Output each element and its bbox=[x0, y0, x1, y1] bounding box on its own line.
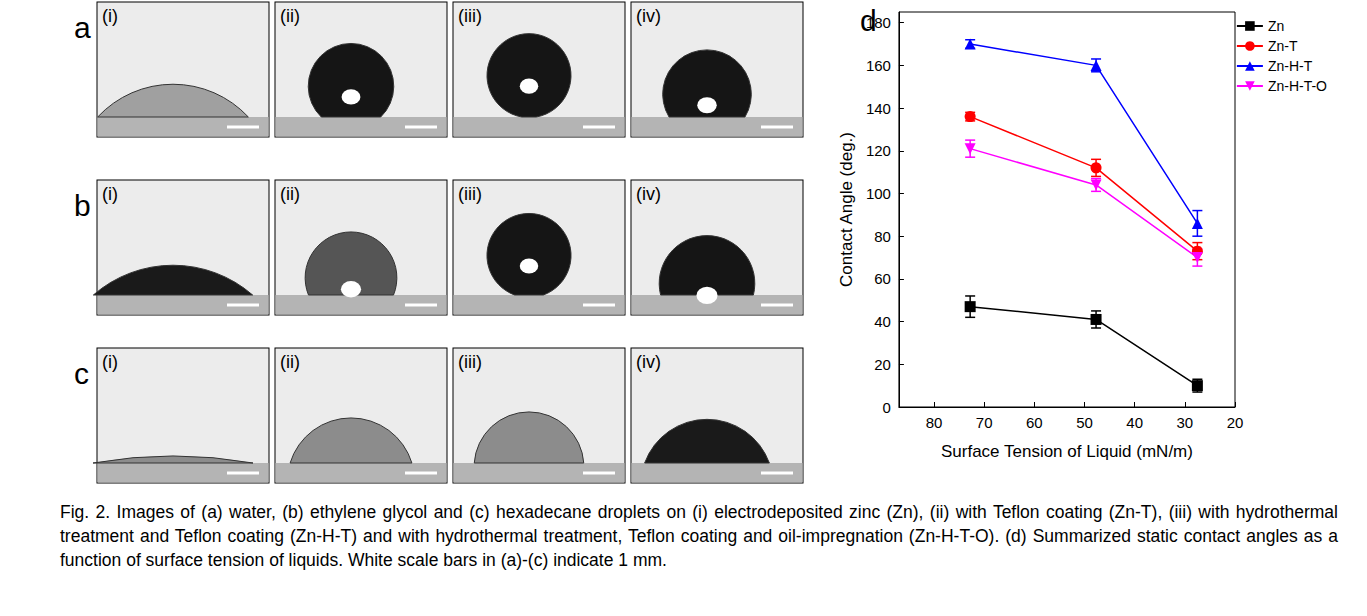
svg-text:40: 40 bbox=[1126, 414, 1143, 431]
svg-text:b: b bbox=[74, 189, 91, 222]
svg-text:Zn: Zn bbox=[1268, 18, 1284, 34]
html-text:Fig. 2. Images of (a) water, (: Fig. 2. Images of (a) water, (b) ethylen… bbox=[60, 502, 1338, 570]
svg-text:50: 50 bbox=[1076, 414, 1093, 431]
svg-text:40: 40 bbox=[874, 313, 891, 330]
svg-text:(iv): (iv) bbox=[636, 6, 661, 26]
svg-text:c: c bbox=[74, 357, 89, 390]
svg-text:(i): (i) bbox=[102, 352, 118, 372]
svg-text:a: a bbox=[74, 11, 91, 44]
svg-text:20: 20 bbox=[1227, 414, 1244, 431]
svg-text:(iv): (iv) bbox=[636, 184, 661, 204]
svg-text:Surface Tension of Liquid (mN/: Surface Tension of Liquid (mN/m) bbox=[941, 442, 1193, 461]
svg-text:(iii): (iii) bbox=[458, 6, 482, 26]
svg-text:Contact Angle (deg.): Contact Angle (deg.) bbox=[837, 132, 856, 287]
svg-text:180: 180 bbox=[865, 14, 891, 32]
svg-text:(iii): (iii) bbox=[458, 352, 482, 372]
svg-text:(iv): (iv) bbox=[636, 352, 661, 372]
svg-text:(ii): (ii) bbox=[280, 184, 300, 204]
svg-text:80: 80 bbox=[874, 228, 891, 245]
svg-text:30: 30 bbox=[1176, 414, 1193, 431]
svg-text:Zn-T: Zn-T bbox=[1268, 38, 1298, 54]
svg-text:(ii): (ii) bbox=[280, 352, 300, 372]
svg-text:60: 60 bbox=[1026, 414, 1043, 431]
svg-text:d: d bbox=[860, 4, 877, 37]
svg-text:(iii): (iii) bbox=[458, 184, 482, 204]
svg-text:160: 160 bbox=[866, 57, 891, 74]
svg-text:80: 80 bbox=[926, 414, 943, 431]
svg-text:140: 140 bbox=[866, 100, 891, 117]
svg-text:Zn-H-T-O: Zn-H-T-O bbox=[1268, 78, 1327, 94]
svg-text:100: 100 bbox=[866, 185, 891, 202]
svg-text:70: 70 bbox=[976, 414, 993, 431]
svg-text:120: 120 bbox=[866, 142, 891, 159]
svg-text:Zn-H-T: Zn-H-T bbox=[1268, 58, 1313, 74]
svg-text:(ii): (ii) bbox=[280, 6, 300, 26]
svg-text:0: 0 bbox=[883, 399, 891, 416]
svg-text:(i): (i) bbox=[102, 6, 118, 26]
svg-text:(i): (i) bbox=[102, 184, 118, 204]
svg-text:60: 60 bbox=[874, 270, 891, 287]
svg-text:20: 20 bbox=[874, 356, 891, 373]
